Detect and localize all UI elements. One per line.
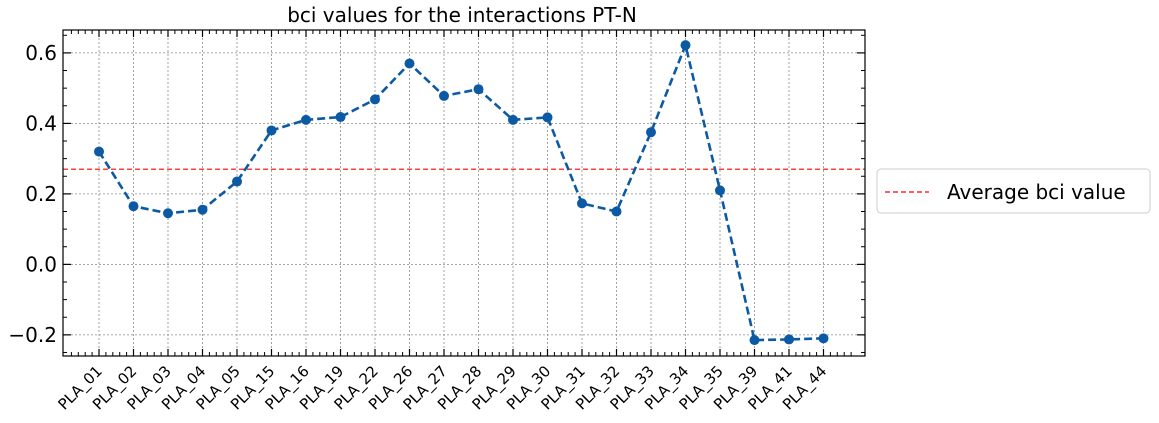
data-point-PLA_04	[197, 204, 208, 215]
legend-box	[876, 168, 1151, 214]
data-point-PLA_28	[473, 84, 484, 95]
data-point-PLA_19	[335, 112, 346, 123]
legend-average-label: Average bci value	[947, 180, 1126, 204]
data-point-PLA_34	[680, 40, 691, 51]
grid	[63, 30, 865, 356]
data-point-PLA_02	[128, 201, 139, 212]
data-point-PLA_31	[577, 198, 587, 209]
data-point-PLA_05	[232, 176, 242, 187]
data-point-PLA_03	[163, 208, 173, 219]
data-point-PLA_01	[94, 146, 104, 157]
data-point-PLA_33	[646, 127, 656, 138]
data-point-PLA_22	[370, 94, 380, 105]
data-point-PLA_41	[784, 334, 794, 345]
data-point-PLA_32	[611, 206, 622, 217]
data-point-PLA_27	[439, 90, 449, 101]
y-tick-label: 0.2	[25, 182, 57, 206]
series-line	[97, 43, 824, 342]
data-point-PLA_35	[715, 185, 725, 196]
data-point-PLA_44	[818, 333, 829, 344]
plot-frame	[62, 29, 866, 357]
data-point-PLA_29	[508, 114, 518, 125]
y-tick-labels: −0.2 0.0 0.2 0.4 0.6	[8, 41, 57, 347]
y-tick-label: 0.6	[25, 41, 57, 65]
y-tick-label: −0.2	[8, 323, 57, 347]
data-point-PLA_26	[404, 58, 415, 69]
data-point-PLA_15	[266, 125, 277, 136]
ticks	[63, 30, 866, 356]
y-tick-label: 0.0	[25, 252, 57, 276]
y-tick-label: 0.4	[25, 111, 57, 135]
data-point-PLA_39	[749, 335, 760, 346]
legend: Average bci value	[876, 168, 1151, 214]
series-group	[94, 40, 829, 346]
x-tick-labels: PLA_01PLA_02PLA_03PLA_04PLA_05PLA_15PLA_…	[54, 362, 831, 414]
chart-title: bci values for the interactions PT-N	[287, 3, 637, 27]
data-point-PLA_30	[542, 112, 553, 123]
data-point-PLA_16	[301, 114, 311, 125]
